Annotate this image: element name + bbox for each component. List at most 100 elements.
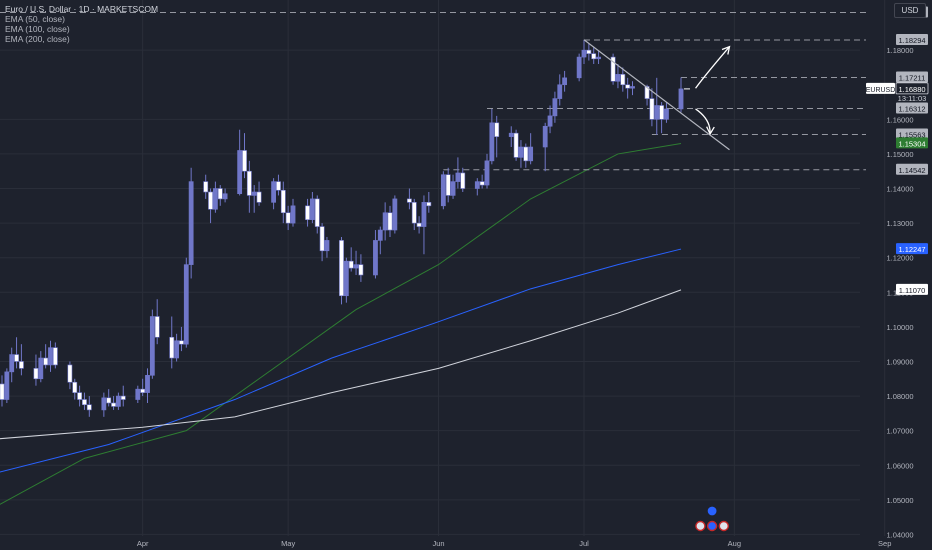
candle-body[interactable] — [309, 198, 315, 220]
candle-body[interactable] — [664, 108, 669, 120]
candle-body[interactable] — [280, 189, 286, 214]
candle-body[interactable] — [494, 122, 500, 137]
candle-body[interactable] — [625, 84, 631, 89]
candle-body[interactable] — [576, 56, 582, 79]
candle-body[interactable] — [654, 105, 660, 120]
candle-body[interactable] — [353, 264, 359, 269]
candle-body[interactable] — [343, 260, 349, 297]
candle-body[interactable] — [246, 170, 252, 196]
candle-body[interactable] — [38, 357, 44, 380]
candle-body[interactable] — [305, 205, 310, 220]
candle-body[interactable] — [183, 264, 189, 345]
candle-body[interactable] — [242, 150, 247, 172]
candle-body[interactable] — [14, 354, 19, 362]
candle-body[interactable] — [82, 399, 87, 406]
candle-body[interactable] — [610, 56, 616, 82]
candle-body[interactable] — [596, 56, 601, 60]
candle-body[interactable] — [135, 388, 141, 400]
candle-body[interactable] — [406, 198, 412, 203]
candle-body[interactable] — [140, 388, 146, 393]
candle-body[interactable] — [4, 371, 10, 400]
candle-body[interactable] — [518, 146, 524, 158]
candle-body[interactable] — [620, 74, 626, 86]
arrow-down[interactable] — [695, 108, 711, 134]
candle-body[interactable] — [630, 86, 635, 89]
candle-body[interactable] — [145, 375, 150, 393]
candle-body[interactable] — [101, 397, 107, 411]
candle-body[interactable] — [203, 181, 209, 193]
candle-body[interactable] — [411, 202, 417, 224]
candle-body[interactable] — [276, 181, 281, 191]
candle-body[interactable] — [271, 181, 276, 203]
economic-event-icon[interactable] — [706, 505, 718, 517]
candle-body[interactable] — [416, 222, 422, 227]
candle-body[interactable] — [0, 383, 5, 400]
ema200-legend[interactable]: EMA (200, close) — [5, 34, 70, 44]
candle-body[interactable] — [174, 340, 179, 359]
candle-body[interactable] — [358, 264, 364, 276]
candle-body[interactable] — [591, 53, 597, 60]
candle-body[interactable] — [649, 98, 655, 120]
candle-body[interactable] — [445, 174, 451, 196]
candle-body[interactable] — [106, 397, 112, 404]
candle-body[interactable] — [43, 357, 49, 366]
candle-body[interactable] — [484, 160, 490, 186]
candle-body[interactable] — [169, 336, 175, 359]
candle-body[interactable] — [489, 122, 495, 162]
candle-body[interactable] — [18, 361, 24, 369]
candle-body[interactable] — [479, 181, 485, 186]
candle-body[interactable] — [149, 316, 155, 376]
candle-body[interactable] — [290, 205, 296, 224]
candle-body[interactable] — [256, 191, 262, 203]
candle-body[interactable] — [48, 347, 53, 366]
candle-body[interactable] — [77, 392, 82, 400]
candle-body[interactable] — [179, 340, 184, 345]
ema50-legend[interactable]: EMA (50, close) — [5, 14, 65, 24]
candle-body[interactable] — [86, 404, 92, 411]
candle-body[interactable] — [426, 202, 432, 207]
candle-body[interactable] — [52, 347, 58, 366]
candle-body[interactable] — [67, 364, 73, 383]
candle-body[interactable] — [222, 193, 228, 200]
candle-body[interactable] — [285, 212, 291, 224]
candle-body[interactable] — [382, 212, 388, 231]
candle-body[interactable] — [213, 188, 218, 210]
candle-body[interactable] — [542, 125, 548, 148]
candle-body[interactable] — [644, 86, 650, 99]
economic-event-icon[interactable] — [718, 520, 729, 532]
candle-body[interactable] — [33, 368, 39, 380]
candle-body[interactable] — [440, 174, 446, 207]
candle-body[interactable] — [387, 212, 393, 231]
ema100-legend[interactable]: EMA (100, close) — [5, 24, 70, 34]
candle-body[interactable] — [217, 188, 223, 200]
candle-body[interactable] — [678, 88, 684, 110]
candle-body[interactable] — [237, 150, 243, 195]
candle-body[interactable] — [460, 172, 466, 189]
candle-body[interactable] — [319, 226, 325, 252]
economic-event-icon[interactable] — [695, 520, 706, 532]
economic-event-icon[interactable] — [706, 520, 718, 532]
candle-body[interactable] — [455, 172, 461, 182]
candle-body[interactable] — [120, 395, 126, 400]
candle-body[interactable] — [251, 191, 257, 196]
candle-body[interactable] — [116, 395, 121, 407]
candle-body[interactable] — [474, 181, 480, 189]
candle-body[interactable] — [513, 132, 519, 158]
candle-body[interactable] — [421, 202, 427, 227]
candle-body[interactable] — [562, 77, 567, 86]
candle-body[interactable] — [615, 74, 621, 82]
candle-body[interactable] — [552, 98, 558, 117]
candle-body[interactable] — [208, 191, 213, 210]
candle-body[interactable] — [450, 181, 456, 196]
arrow-up[interactable] — [695, 46, 730, 89]
candle-body[interactable] — [392, 198, 398, 231]
candle-body[interactable] — [557, 84, 563, 99]
candle-body[interactable] — [188, 181, 194, 265]
candle-body[interactable] — [659, 105, 664, 120]
candle-body[interactable] — [314, 198, 320, 227]
candle-body[interactable] — [581, 49, 587, 58]
candle-body[interactable] — [9, 354, 15, 373]
candle-body[interactable] — [508, 132, 514, 137]
candle-body[interactable] — [373, 240, 378, 276]
